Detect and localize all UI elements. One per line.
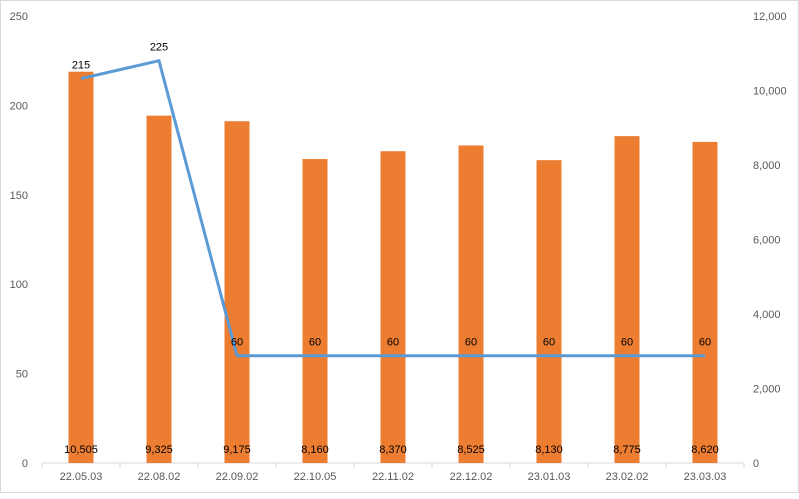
bar-series — [68, 71, 718, 464]
bar-data-label: 8,370 — [379, 444, 407, 456]
x-tick-label: 22.09.02 — [216, 471, 259, 483]
line-path — [80, 59, 705, 358]
line-data-label: 60 — [465, 337, 477, 349]
y-right-tick-label: 0 — [753, 458, 759, 470]
y-right-tick-label: 2,000 — [753, 384, 781, 396]
axes: 22.05.03 22.08.02 22.09.02 22.10.05 22.11.02… — [10, 11, 787, 483]
line-data-label: 215 — [72, 60, 90, 72]
bar — [302, 159, 328, 464]
bar — [146, 115, 172, 464]
bar — [380, 151, 406, 463]
y-right-tick-label: 8,000 — [753, 160, 781, 172]
bar-data-label: 8,620 — [691, 444, 719, 456]
line-data-label: 60 — [543, 337, 555, 349]
bar-data-label: 8,775 — [613, 444, 641, 456]
y-left-tick-label: 200 — [10, 100, 28, 112]
data-labels: 10,505 9,325 9,175 8,160 8,370 8,525 8,130 8,77… — [64, 42, 719, 456]
x-tick-label: 22.10.05 — [294, 471, 337, 483]
x-tick-label: 22.11.02 — [372, 471, 414, 483]
line-data-label: 60 — [231, 337, 243, 349]
x-tick-label: 22.05.03 — [60, 471, 103, 483]
bar — [224, 121, 250, 463]
line-data-label: 60 — [699, 337, 711, 349]
bar-data-label: 8,130 — [535, 444, 563, 456]
line-data-label: 225 — [150, 42, 168, 54]
bar — [614, 136, 640, 463]
y-left-tick-label: 50 — [16, 369, 28, 381]
bar-data-label: 9,325 — [145, 444, 173, 456]
x-tick-label: 22.12.02 — [450, 471, 493, 483]
line-data-label: 60 — [387, 337, 399, 349]
x-tick-label: 23.02.02 — [606, 471, 649, 483]
y-left-tick-label: 150 — [10, 190, 28, 202]
x-tick-label: 23.03.03 — [684, 471, 727, 483]
y-right-tick-label: 4,000 — [753, 309, 781, 321]
y-left-tick-label: 0 — [22, 458, 28, 470]
bar-data-label: 9,175 — [223, 444, 251, 456]
bar — [68, 71, 94, 463]
y-right-tick-label: 10,000 — [753, 86, 787, 98]
y-right-tick-label: 12,000 — [753, 11, 787, 23]
bar-data-label: 8,525 — [457, 444, 485, 456]
y-left-tick-label: 100 — [10, 279, 28, 291]
line-series — [80, 59, 705, 358]
bar — [458, 145, 484, 463]
line-data-label: 60 — [621, 337, 633, 349]
y-right-tick-label: 6,000 — [753, 235, 781, 247]
x-tick-label: 22.08.02 — [138, 471, 181, 483]
bar-data-label: 10,505 — [64, 444, 98, 456]
bar — [692, 141, 718, 463]
line-data-label: 60 — [309, 337, 321, 349]
bar — [536, 160, 562, 463]
y-left-tick-label: 250 — [10, 11, 28, 23]
bar-data-label: 8,160 — [301, 444, 329, 456]
x-tick-label: 23.01.03 — [528, 471, 571, 483]
